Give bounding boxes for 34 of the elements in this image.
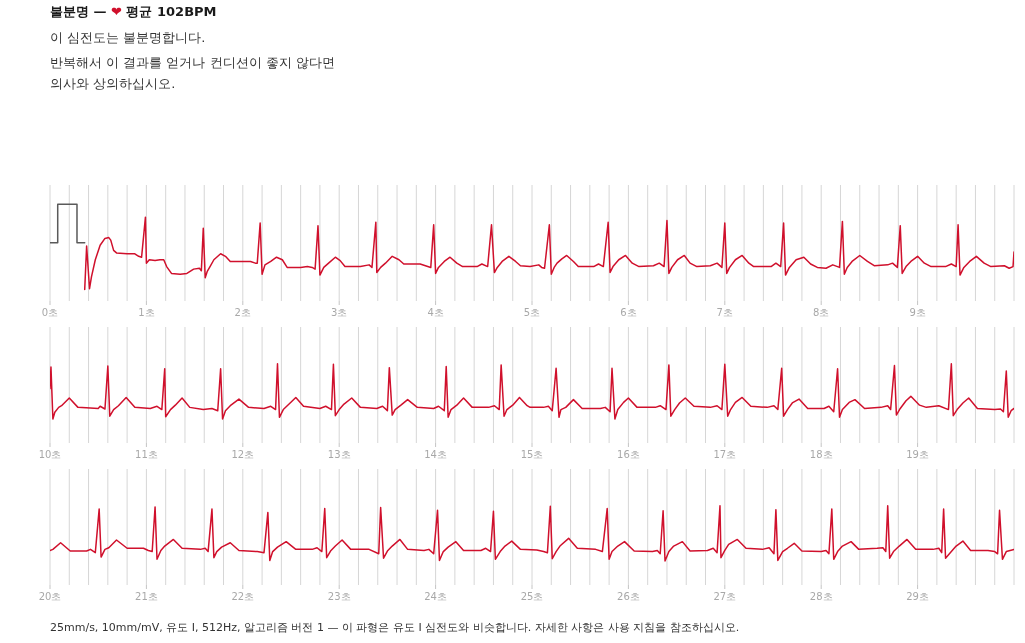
x-tick-label: 0초: [41, 307, 59, 318]
x-tick-label: 3초: [331, 307, 348, 318]
x-tick-label: 27초: [713, 591, 737, 602]
x-tick-label: 13초: [327, 449, 351, 460]
x-tick-label: 2초: [234, 307, 251, 318]
x-tick-label: 8초: [813, 307, 830, 318]
text: 반복해서 이 결과를 얻거나 컨디션이 좋지 않다면 의사와 상의하십시오.: [50, 55, 335, 91]
x-tick-label: 26초: [617, 591, 640, 602]
x-tick-label: 7초: [716, 307, 733, 318]
x-tick-label: 14초: [424, 449, 447, 460]
x-tick-label: 28초: [809, 591, 833, 602]
chart-subtitle: 이 심전도는 불분명합니다.: [50, 30, 206, 45]
x-tick-label: 24초: [424, 591, 447, 602]
x-tick-label: 4초: [427, 307, 444, 318]
x-tick-label: 15초: [520, 449, 544, 460]
x-tick-label: 16초: [617, 449, 640, 460]
x-tick-label: 18초: [809, 449, 833, 460]
chart-title: 불분명 — ❤ 평균 102BPM: [50, 4, 217, 19]
x-tick-label: 12초: [231, 449, 255, 460]
x-tick-label: 23초: [327, 591, 351, 602]
x-tick-label: 20초: [38, 591, 62, 602]
x-tick-label: 1초: [138, 307, 155, 318]
x-tick-label: 21초: [135, 591, 158, 602]
x-tick-label: 6초: [620, 307, 637, 318]
x-tick-label: 25초: [520, 591, 544, 602]
x-tick-label: 5초: [523, 307, 541, 318]
x-tick-label: 19초: [906, 449, 929, 460]
x-tick-label: 11초: [135, 449, 158, 460]
x-tick-label: 9초: [909, 307, 926, 318]
text: 25mm/s, 10mm/mV, 유도 I, 512Hz, 알고리즘 버전 1 — 이 파형은 유도 I 심전도와 비슷합니다. 자세한 사항은 사용 지침을 참조하십시오.: [50, 621, 740, 634]
x-tick-label: 22초: [231, 591, 255, 602]
x-tick-label: 17초: [713, 449, 737, 460]
x-tick-label: 29초: [906, 591, 929, 602]
x-tick-label: 10초: [38, 449, 62, 460]
